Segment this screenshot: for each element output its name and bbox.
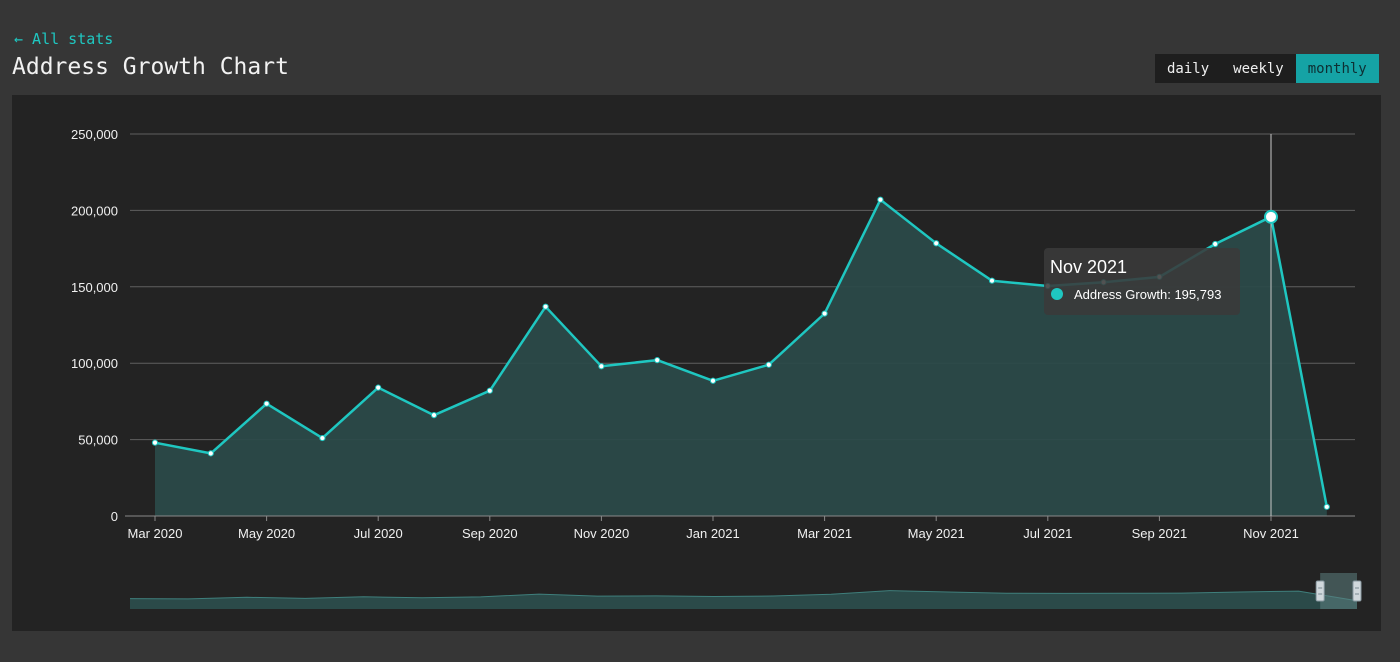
period-weekly-button[interactable]: weekly bbox=[1221, 54, 1296, 83]
data-point[interactable] bbox=[430, 412, 438, 419]
chart-tooltip: Nov 2021 Address Growth: 195,793 bbox=[1044, 248, 1240, 315]
y-tick-label: 50,000 bbox=[78, 433, 118, 448]
x-tick-label: Sep 2020 bbox=[462, 526, 518, 541]
data-point[interactable] bbox=[709, 377, 717, 384]
x-tick-label: May 2020 bbox=[238, 526, 295, 541]
data-point[interactable] bbox=[933, 240, 940, 247]
x-tick-label: Sep 2021 bbox=[1132, 526, 1188, 541]
y-tick-label: 200,000 bbox=[71, 203, 118, 218]
period-toggle: daily weekly monthly bbox=[1155, 54, 1379, 83]
zoom-selected-window[interactable] bbox=[1320, 573, 1357, 609]
y-tick-label: 250,000 bbox=[71, 127, 118, 142]
zoom-start-handle[interactable] bbox=[1315, 580, 1325, 602]
tooltip-series-label: Address Growth bbox=[1074, 287, 1168, 302]
data-point[interactable] bbox=[1323, 503, 1330, 510]
data-point[interactable] bbox=[654, 357, 661, 364]
x-tick-label: Jul 2020 bbox=[354, 526, 403, 541]
tooltip-value: 195,793 bbox=[1174, 287, 1222, 302]
zoom-end-handle[interactable] bbox=[1352, 580, 1362, 602]
x-tick-label: Nov 2021 bbox=[1243, 526, 1299, 541]
period-monthly-button[interactable]: monthly bbox=[1295, 54, 1379, 83]
zoom-sparkline bbox=[129, 590, 1358, 602]
data-point[interactable] bbox=[988, 277, 996, 284]
data-point[interactable] bbox=[1212, 240, 1219, 248]
data-point[interactable] bbox=[765, 361, 772, 368]
x-tick-label: Mar 2020 bbox=[128, 526, 183, 541]
tooltip-series-dot-icon bbox=[1051, 288, 1063, 300]
tooltip-title: Nov 2021 bbox=[1050, 257, 1128, 277]
series-area bbox=[155, 199, 1327, 516]
x-tick-label: Nov 2020 bbox=[574, 526, 630, 541]
data-point[interactable] bbox=[542, 303, 549, 310]
x-tick-label: May 2021 bbox=[908, 526, 965, 541]
zoom-sparkline-area bbox=[130, 590, 1357, 609]
page-title: Address Growth Chart bbox=[12, 54, 289, 80]
x-tick-label: Jan 2021 bbox=[686, 526, 740, 541]
data-point[interactable] bbox=[877, 196, 884, 203]
period-daily-button[interactable]: daily bbox=[1155, 54, 1221, 83]
data-point[interactable] bbox=[319, 434, 326, 442]
highlighted-data-point[interactable] bbox=[1264, 209, 1278, 224]
data-point[interactable] bbox=[486, 387, 493, 394]
chart-panel: 0 50,000 100,000 150,000 200,000 250,000 Mar 2… bbox=[12, 95, 1381, 631]
y-tick-label: 150,000 bbox=[71, 280, 118, 295]
tooltip-separator: : bbox=[1167, 287, 1175, 302]
data-point[interactable] bbox=[151, 439, 159, 446]
y-tick-label: 0 bbox=[111, 509, 118, 524]
data-point[interactable] bbox=[821, 310, 828, 317]
y-tick-label: 100,000 bbox=[71, 356, 118, 371]
data-point[interactable] bbox=[263, 400, 270, 407]
data-point[interactable] bbox=[375, 384, 382, 391]
tooltip-series-row: Address Growth: 195,793 bbox=[1074, 287, 1221, 302]
x-tick-label: Jul 2021 bbox=[1023, 526, 1072, 541]
x-tick-label: Mar 2021 bbox=[797, 526, 852, 541]
data-point[interactable] bbox=[207, 450, 214, 457]
data-point[interactable] bbox=[598, 363, 605, 370]
address-growth-chart[interactable]: 0 50,000 100,000 150,000 200,000 250,000 Mar 2… bbox=[12, 95, 1381, 631]
all-stats-link[interactable]: ← All stats bbox=[14, 30, 114, 48]
